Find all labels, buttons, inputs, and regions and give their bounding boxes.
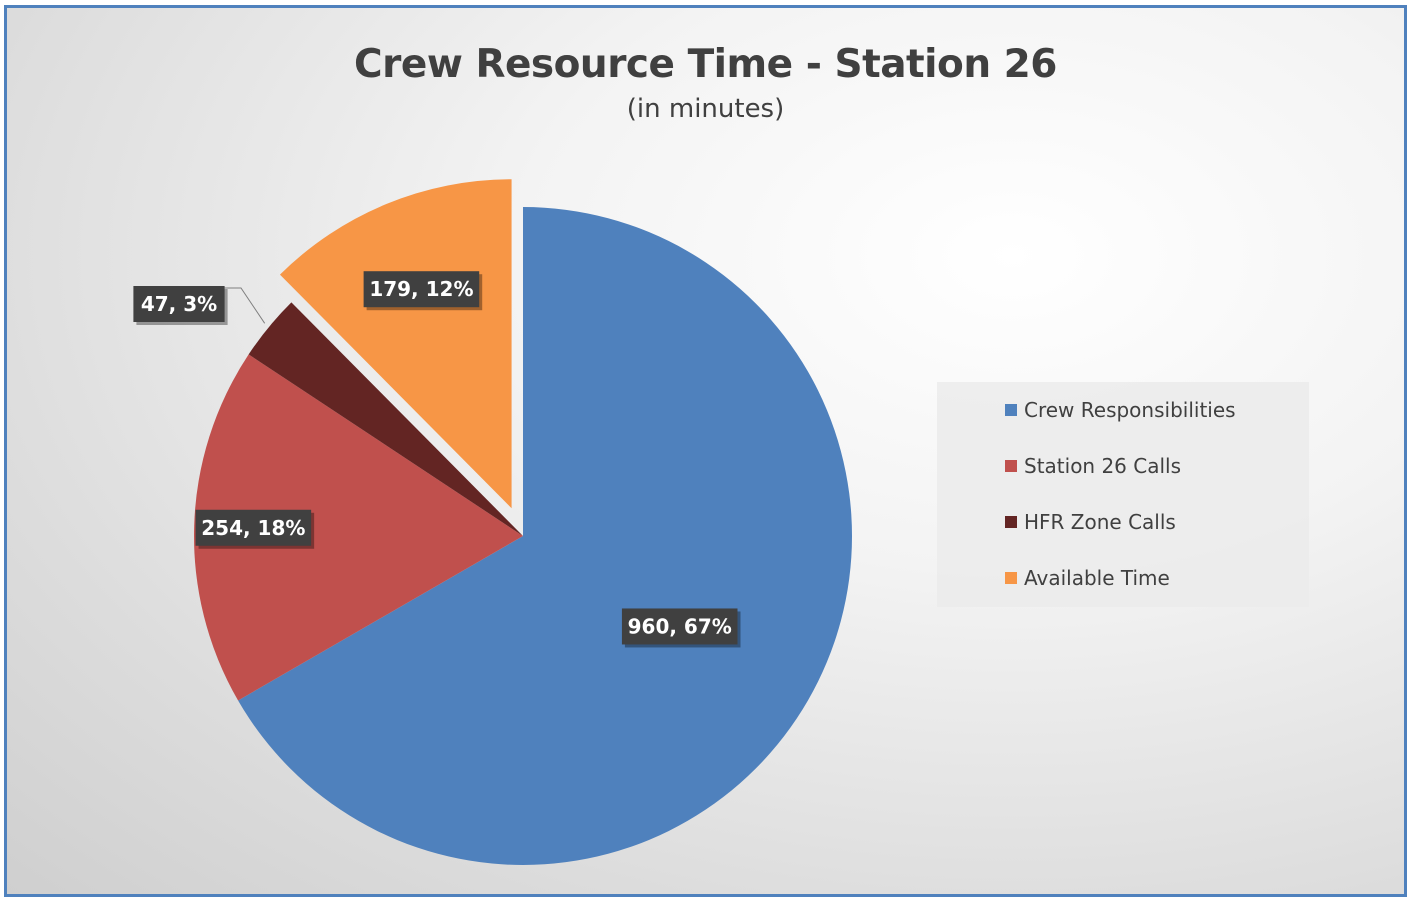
legend-swatch	[1005, 460, 1017, 472]
chart-title: Crew Resource Time - Station 26	[354, 42, 1057, 87]
slice-available-time	[279, 179, 512, 509]
data-label-hfr-zone-calls: 47, 3%	[133, 286, 228, 325]
legend-item-available-time: Available Time	[1005, 566, 1170, 590]
slice-station-26-calls	[193, 354, 523, 701]
data-label-station-26-calls: 254, 18%	[195, 509, 315, 549]
legend-swatch	[1005, 516, 1017, 528]
legend-item-station-26-calls: Station 26 Calls	[1005, 454, 1181, 478]
svg-text:254, 18%: 254, 18%	[201, 516, 305, 540]
legend-label: Crew Responsibilities	[1024, 398, 1236, 422]
legend-item-crew-responsibilities: Crew Responsibilities	[1005, 398, 1236, 422]
data-label-crew-responsibilities: 960, 67%	[621, 608, 741, 648]
slice-hfr-zone-calls	[248, 302, 524, 536]
slice-crew-responsibilities	[238, 207, 852, 865]
chart-legend: Crew Responsibilities Station 26 Calls H…	[937, 382, 1309, 607]
legend-label: HFR Zone Calls	[1024, 510, 1176, 534]
legend-item-hfr-zone-calls: HFR Zone Calls	[1005, 510, 1176, 534]
data-label-available-time: 179, 12%	[363, 271, 483, 311]
svg-text:179, 12%: 179, 12%	[369, 277, 473, 301]
pie-chart: 960, 67% 254, 18% 47, 3% 179, 12%	[133, 179, 852, 865]
legend-label: Available Time	[1024, 566, 1170, 590]
svg-text:960, 67%: 960, 67%	[628, 614, 732, 638]
legend-swatch	[1005, 404, 1017, 416]
legend-label: Station 26 Calls	[1024, 454, 1182, 478]
chart-frame: Crew Resource Time - Station 26 (in minu…	[4, 5, 1407, 897]
svg-text:47, 3%: 47, 3%	[141, 292, 217, 316]
chart-subtitle: (in minutes)	[626, 94, 785, 124]
leader-line	[224, 287, 266, 324]
legend-swatch	[1005, 572, 1017, 584]
